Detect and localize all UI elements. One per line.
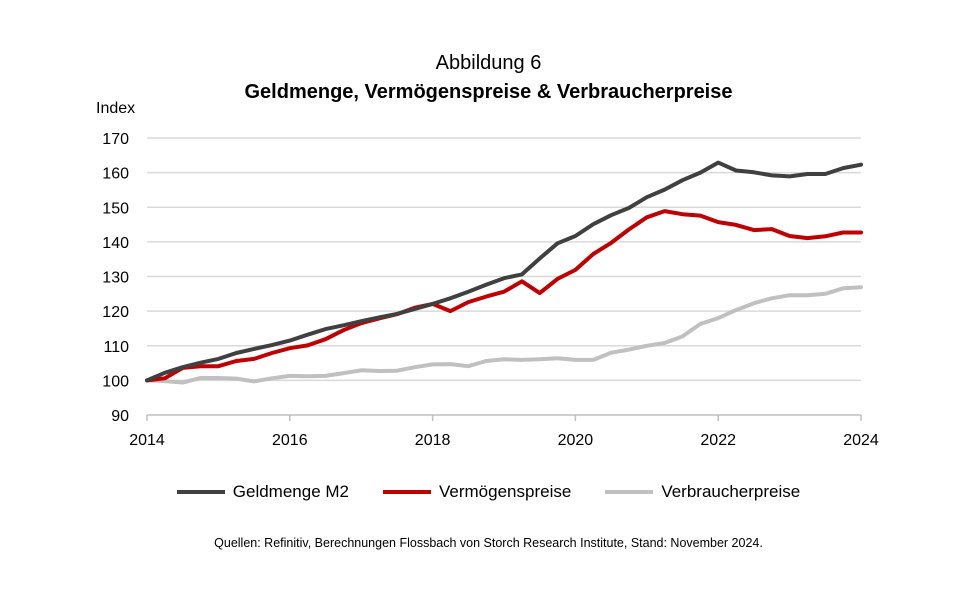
legend-swatch-verbraucherpreise	[605, 490, 654, 494]
gridlines	[147, 137, 861, 382]
y-tick-label-90: 90	[111, 408, 129, 425]
series-line-1	[145, 209, 863, 383]
x-tick-label-2014: 2014	[129, 432, 165, 449]
chart-title: Geldmenge, Vermögenspreise & Verbraucher…	[244, 81, 733, 103]
x-tick-label-2024: 2024	[843, 432, 879, 449]
x-tick-label-2018: 2018	[415, 432, 451, 449]
x-tick-labels: 2014 2016 2018 2020 2022 2024	[129, 432, 879, 449]
legend-item-m2: Geldmenge M2	[176, 482, 349, 502]
axes	[146, 414, 862, 421]
y-tick-label-140: 140	[102, 235, 129, 252]
series-line-2	[145, 285, 863, 385]
legend-swatch-vermoegenspreise	[383, 490, 431, 494]
legend-label-vermoegenspreise: Vermögenspreise	[439, 482, 572, 501]
legend-item-verbraucherpreise: Verbraucherpreise	[605, 482, 800, 502]
legend-label-m2: Geldmenge M2	[232, 482, 349, 501]
legend-item-vermoegenspreise: Vermögenspreise	[383, 482, 571, 502]
series-lines	[145, 160, 863, 385]
y-tick-label-130: 130	[102, 270, 129, 287]
legend: Geldmenge M2 Vermögenspreise Verbraucher…	[0, 482, 977, 502]
source-note: Quellen: Refinitiv, Berechnungen Flossba…	[214, 536, 763, 550]
legend-swatch-m2	[176, 490, 225, 494]
y-tick-label-150: 150	[102, 200, 129, 217]
y-tick-label-110: 110	[103, 339, 129, 356]
y-tick-labels: 90 100 110 120 130 140 150 160 170	[102, 131, 129, 425]
series-line-0	[145, 160, 863, 383]
figure-supertitle: Abbildung 6	[435, 52, 542, 74]
y-tick-label-100: 100	[102, 373, 129, 390]
x-tick-label-2016: 2016	[272, 432, 308, 449]
y-tick-label-160: 160	[102, 166, 129, 183]
x-tick-label-2022: 2022	[700, 432, 736, 449]
y-axis-label: Index	[96, 100, 136, 117]
x-tick-label-2020: 2020	[558, 432, 594, 449]
y-tick-label-120: 120	[102, 304, 129, 321]
legend-label-verbraucherpreise: Verbraucherpreise	[661, 482, 801, 501]
y-tick-label-170: 170	[102, 131, 129, 148]
